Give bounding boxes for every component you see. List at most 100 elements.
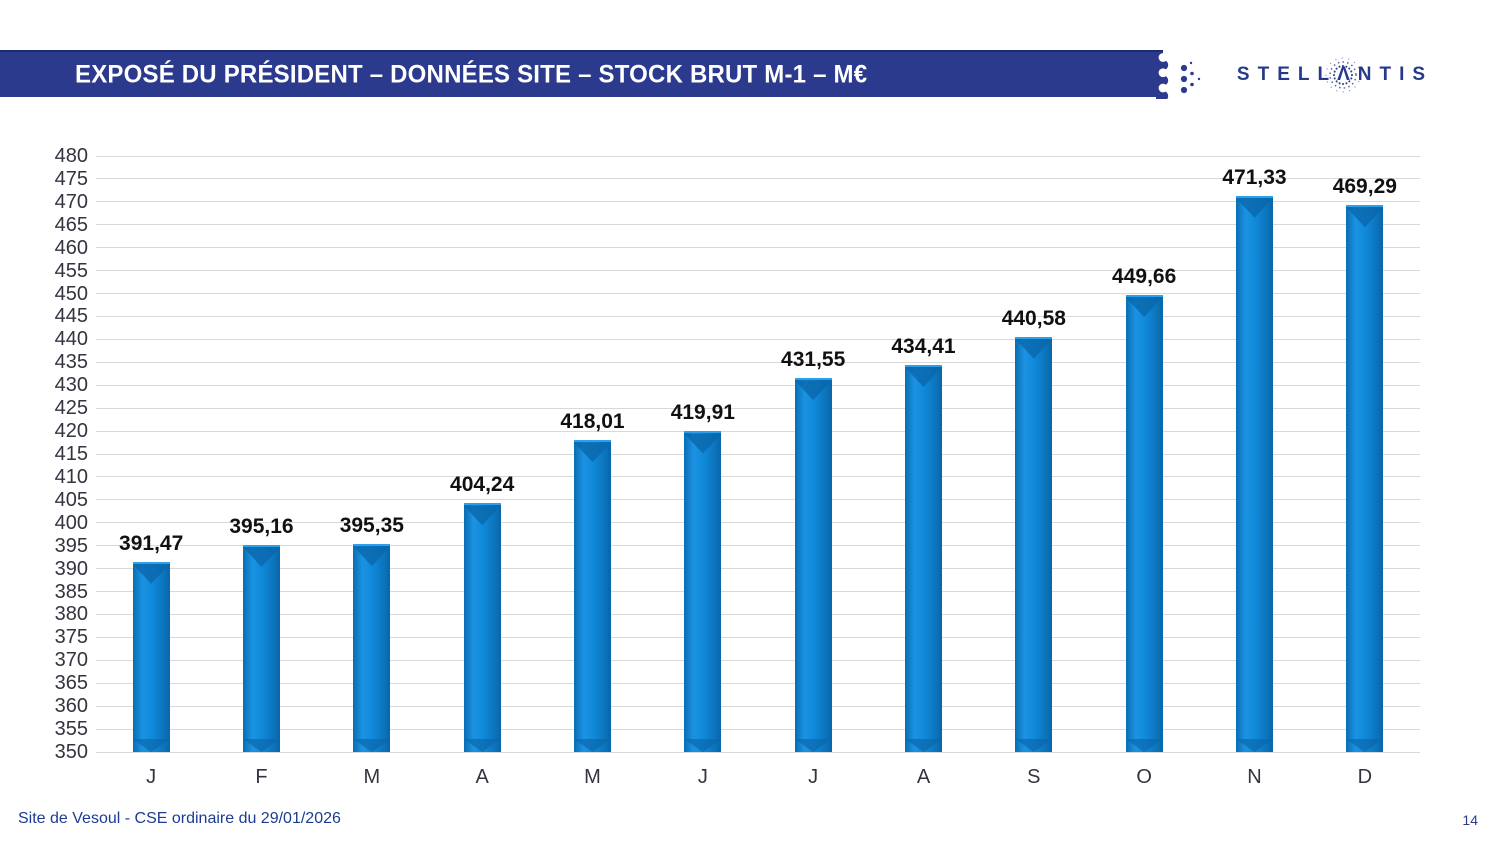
- gridline: [96, 751, 1420, 753]
- bar-value-label: 395,16: [229, 514, 294, 538]
- y-axis-tick-label: 380: [54, 603, 88, 626]
- bar-value-label: 449,66: [1112, 265, 1177, 289]
- logo-letter-a: Λ: [1325, 56, 1362, 93]
- gridline: [96, 522, 1420, 524]
- logo-text-right: NTIS: [1357, 63, 1434, 85]
- y-axis-tick-label: 445: [54, 305, 88, 328]
- gridline: [96, 545, 1420, 547]
- y-axis-tick-label: 385: [54, 580, 88, 603]
- logo-text-left: STELL: [1236, 63, 1338, 85]
- gridline: [96, 338, 1420, 340]
- x-axis-category-label: O: [1136, 766, 1152, 788]
- bar-value-label: 419,91: [670, 401, 735, 425]
- bar-value-label: 434,41: [891, 335, 956, 358]
- gridline: [96, 201, 1420, 203]
- x-axis-category-label: N: [1247, 766, 1262, 788]
- y-axis-tick-label: 465: [54, 213, 88, 236]
- page-number: 14: [1462, 812, 1478, 828]
- gridline: [96, 407, 1420, 409]
- bar: [243, 544, 280, 752]
- y-axis-tick-label: 350: [54, 741, 88, 763]
- gridline: [96, 659, 1420, 661]
- gridline: [96, 270, 1420, 272]
- gridline: [96, 499, 1420, 501]
- bar: [684, 431, 722, 752]
- x-axis-category-label: A: [916, 766, 931, 788]
- gridline: [96, 315, 1420, 317]
- gridline: [96, 476, 1420, 478]
- bar-value-label: 391,47: [119, 531, 184, 555]
- y-axis-tick-label: 455: [54, 259, 88, 282]
- plot-area: 391,47 J 395,16 F 395,35 M 404,24 A 418,01 M 419,9…: [96, 155, 1420, 788]
- x-axis-category-label: D: [1357, 766, 1373, 788]
- slide-title: EXPOSÉ DU PRÉSIDENT – DONNÉES SITE – STO…: [75, 59, 868, 89]
- bar: [905, 365, 942, 752]
- gridline: [96, 705, 1420, 707]
- bar: [794, 378, 832, 752]
- y-axis-tick-label: 405: [54, 488, 88, 511]
- y-axis-tick-label: 430: [54, 374, 88, 397]
- gridline: [96, 361, 1420, 363]
- bar: [574, 440, 611, 752]
- gridline: [96, 682, 1420, 684]
- y-axis-tick-label: 365: [54, 672, 88, 695]
- gridline: [96, 178, 1420, 180]
- y-axis-tick-label: 450: [54, 282, 88, 305]
- gridline: [96, 728, 1420, 730]
- y-axis-tick-label: 375: [54, 626, 88, 649]
- gridline: [96, 247, 1420, 249]
- x-axis-category-label: J: [808, 766, 819, 788]
- x-axis-category-label: S: [1027, 766, 1041, 788]
- bar: [1236, 195, 1273, 752]
- y-axis-tick-label: 425: [54, 397, 88, 420]
- x-axis-category-label: F: [255, 766, 268, 788]
- titlebar-dots-decoration: [1156, 52, 1201, 99]
- y-axis-tick-label: 480: [54, 145, 88, 167]
- x-axis-category-label: A: [475, 766, 489, 788]
- x-axis-category-label: M: [584, 766, 601, 788]
- title-bar: EXPOSÉ DU PRÉSIDENT – DONNÉES SITE – STO…: [0, 50, 1163, 97]
- bar-value-label: 471,33: [1222, 165, 1287, 189]
- y-axis-tick-label: 410: [54, 465, 88, 488]
- gridline: [96, 591, 1420, 593]
- bar: [1346, 205, 1384, 752]
- y-axis-tick-label: 470: [54, 190, 88, 213]
- footer-caption: Site de Vesoul - CSE ordinaire du 29/01/…: [18, 810, 341, 827]
- bar-value-label: 418,01: [560, 410, 625, 434]
- y-axis-tick-label: 460: [54, 236, 88, 259]
- bar-value-label: 404,24: [450, 473, 515, 497]
- y-axis-tick-label: 415: [54, 443, 88, 465]
- y-axis-tick-label: 440: [54, 328, 88, 351]
- bar-value-label: 395,35: [339, 514, 404, 538]
- y-axis-tick-label: 475: [54, 167, 88, 190]
- bar: [1125, 295, 1163, 752]
- y-axis-tick-label: 355: [54, 718, 88, 741]
- bar-value-label: 440,58: [1001, 306, 1066, 330]
- gridline: [96, 636, 1420, 638]
- y-axis-tick-label: 420: [54, 420, 88, 443]
- gridline: [96, 613, 1420, 615]
- y-axis-tick-label: 360: [54, 695, 88, 718]
- gridline: [96, 568, 1420, 570]
- x-axis-category-label: J: [697, 766, 708, 788]
- y-axis-tick-label: 370: [54, 649, 88, 672]
- y-axis-tick-label: 435: [54, 351, 88, 374]
- gridline: [96, 384, 1420, 386]
- y-axis-tick-label: 390: [54, 557, 88, 580]
- gridline: [96, 453, 1420, 455]
- gridline: [96, 293, 1420, 295]
- bar-value-label: 431,55: [781, 348, 846, 372]
- y-axis-tick-label: 395: [54, 534, 88, 557]
- gridline: [96, 155, 1420, 157]
- bar-value-label: 469,29: [1332, 175, 1397, 199]
- y-axis-tick-label: 400: [54, 511, 88, 534]
- bar: [1015, 336, 1053, 752]
- x-axis-category-label: J: [146, 766, 157, 788]
- gridline: [96, 224, 1420, 226]
- bar: [353, 544, 391, 752]
- gridline: [96, 430, 1420, 432]
- bar: [463, 503, 501, 752]
- x-axis-category-label: M: [363, 766, 381, 788]
